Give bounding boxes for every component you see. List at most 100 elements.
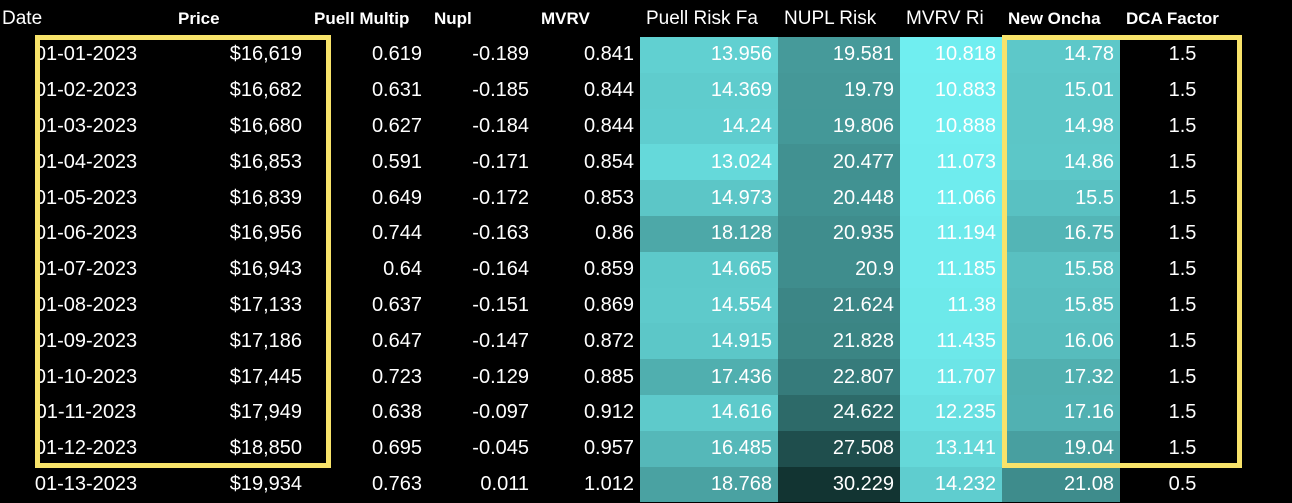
table-cell[interactable]: 14.616 <box>640 394 778 431</box>
table-cell[interactable]: 10.888 <box>900 108 1002 145</box>
table-cell[interactable]: 01-10-2023 <box>34 365 138 388</box>
table-cell[interactable]: -0.129 <box>472 365 529 388</box>
table-cell[interactable]: 14.554 <box>640 287 778 324</box>
table-cell[interactable]: 01-08-2023 <box>34 293 138 316</box>
table-cell[interactable]: 0.011 <box>480 472 529 495</box>
table-cell[interactable]: 01-04-2023 <box>34 150 138 173</box>
table-cell[interactable]: $17,949 <box>229 401 302 424</box>
table-cell[interactable]: 11.073 <box>900 144 1002 181</box>
table-cell[interactable]: 0.869 <box>583 293 634 316</box>
table-cell[interactable]: 0.844 <box>583 79 634 102</box>
column-header[interactable]: NUPL Risk <box>784 7 877 29</box>
table-cell[interactable]: -0.147 <box>472 329 529 352</box>
table-cell[interactable]: -0.097 <box>472 401 529 424</box>
table-cell[interactable]: 11.066 <box>900 180 1002 216</box>
table-cell[interactable]: 1.5 <box>1168 43 1197 66</box>
table-cell[interactable]: $16,682 <box>229 79 302 102</box>
table-cell[interactable]: 1.5 <box>1168 293 1197 316</box>
table-cell[interactable]: 13.024 <box>640 144 778 181</box>
table-cell[interactable]: 0.841 <box>583 43 634 66</box>
table-cell[interactable]: 14.232 <box>900 466 1002 503</box>
table-cell[interactable]: -0.163 <box>472 222 529 245</box>
table-cell[interactable]: 0.631 <box>371 79 422 102</box>
table-cell[interactable]: 0.647 <box>371 329 422 352</box>
table-cell[interactable]: $16,619 <box>229 43 302 66</box>
table-cell[interactable]: 13.141 <box>900 430 1002 467</box>
column-header[interactable]: Puell Multip <box>314 8 410 28</box>
table-cell[interactable]: 0.627 <box>371 114 422 137</box>
column-header[interactable]: Price <box>178 8 220 28</box>
table-cell[interactable]: 12.235 <box>900 394 1002 431</box>
table-cell[interactable]: 0.744 <box>371 222 422 245</box>
table-cell[interactable]: 14.86 <box>1002 144 1120 181</box>
table-cell[interactable]: 16.485 <box>640 430 778 467</box>
table-cell[interactable]: 15.5 <box>1002 180 1120 216</box>
table-cell[interactable]: 19.581 <box>778 37 900 73</box>
table-cell[interactable]: 1.5 <box>1168 222 1197 245</box>
table-cell[interactable]: 1.5 <box>1168 365 1197 388</box>
table-cell[interactable]: 20.935 <box>778 215 900 252</box>
table-cell[interactable]: 19.04 <box>1002 430 1120 467</box>
table-cell[interactable]: $18,850 <box>229 437 302 460</box>
table-cell[interactable]: $16,839 <box>229 186 302 209</box>
table-cell[interactable]: 19.79 <box>778 72 900 109</box>
table-cell[interactable]: 0.86 <box>595 222 634 245</box>
table-cell[interactable]: 14.973 <box>640 180 778 216</box>
table-cell[interactable]: 17.436 <box>640 359 778 395</box>
table-cell[interactable]: -0.171 <box>472 150 529 173</box>
table-cell[interactable]: $16,956 <box>229 222 302 245</box>
table-cell[interactable]: 1.012 <box>583 472 634 495</box>
column-header[interactable]: MVRV <box>541 8 590 28</box>
table-cell[interactable]: 10.818 <box>900 37 1002 73</box>
table-cell[interactable]: $16,943 <box>229 258 302 281</box>
table-cell[interactable]: 11.38 <box>900 287 1002 324</box>
table-cell[interactable]: 17.32 <box>1002 359 1120 395</box>
table-cell[interactable]: 0.695 <box>371 437 422 460</box>
table-cell[interactable]: 18.768 <box>640 466 778 503</box>
table-cell[interactable]: 13.956 <box>640 37 778 73</box>
table-cell[interactable]: 11.185 <box>900 251 1002 288</box>
table-cell[interactable]: $16,853 <box>229 150 302 173</box>
table-cell[interactable]: $17,133 <box>229 293 302 316</box>
table-cell[interactable]: -0.185 <box>472 79 529 102</box>
table-cell[interactable]: 0.723 <box>371 365 422 388</box>
table-cell[interactable]: 01-12-2023 <box>34 437 138 460</box>
table-cell[interactable]: 14.665 <box>640 251 778 288</box>
column-header[interactable]: DCA Factor <box>1126 8 1219 28</box>
table-cell[interactable]: 18.128 <box>640 215 778 252</box>
table-cell[interactable]: 21.08 <box>1002 466 1120 503</box>
table-cell[interactable]: 20.477 <box>778 144 900 181</box>
table-cell[interactable]: 21.624 <box>778 287 900 324</box>
table-cell[interactable]: 11.194 <box>900 215 1002 252</box>
table-cell[interactable]: 0.763 <box>371 472 422 495</box>
column-header[interactable]: MVRV Ri <box>906 7 984 29</box>
table-cell[interactable]: 1.5 <box>1168 401 1197 424</box>
table-cell[interactable]: 01-05-2023 <box>34 186 138 209</box>
table-cell[interactable]: 0.885 <box>583 365 634 388</box>
table-cell[interactable]: 0.872 <box>583 329 634 352</box>
table-cell[interactable]: -0.045 <box>472 437 529 460</box>
table-cell[interactable]: 11.707 <box>900 359 1002 395</box>
table-cell[interactable]: 22.807 <box>778 359 900 395</box>
table-cell[interactable]: 14.24 <box>640 108 778 145</box>
table-cell[interactable]: 19.806 <box>778 108 900 145</box>
table-cell[interactable]: 10.883 <box>900 72 1002 109</box>
table-cell[interactable]: $17,186 <box>229 329 302 352</box>
table-cell[interactable]: 16.75 <box>1002 215 1120 252</box>
table-cell[interactable]: 01-11-2023 <box>35 401 137 424</box>
column-header[interactable]: New Oncha <box>1008 8 1101 28</box>
table-cell[interactable]: $16,680 <box>229 114 302 137</box>
table-cell[interactable]: 0.637 <box>371 293 422 316</box>
column-header[interactable]: Puell Risk Fa <box>646 7 758 29</box>
table-cell[interactable]: 24.622 <box>778 394 900 431</box>
table-cell[interactable]: 20.448 <box>778 180 900 216</box>
table-cell[interactable]: 01-06-2023 <box>34 222 138 245</box>
column-header[interactable]: Date <box>2 7 43 29</box>
table-cell[interactable]: 01-03-2023 <box>34 114 138 137</box>
table-cell[interactable]: 1.5 <box>1168 114 1197 137</box>
table-cell[interactable]: 1.5 <box>1168 258 1197 281</box>
table-cell[interactable]: 15.58 <box>1002 251 1120 288</box>
table-cell[interactable]: -0.164 <box>472 258 529 281</box>
table-cell[interactable]: 1.5 <box>1168 79 1197 102</box>
table-cell[interactable]: -0.151 <box>472 293 529 316</box>
